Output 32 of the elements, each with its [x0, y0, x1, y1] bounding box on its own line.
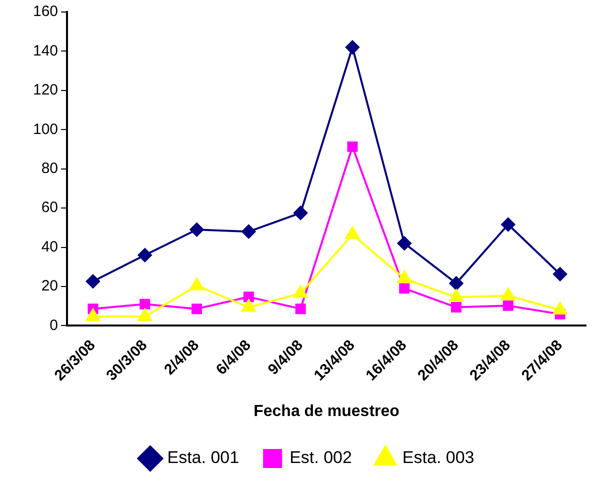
- y-tick-label: 140: [32, 42, 58, 60]
- y-tick-label: 80: [41, 160, 58, 177]
- point: [243, 292, 254, 302]
- point: [345, 40, 360, 54]
- y-tick-label: 120: [32, 82, 58, 99]
- x-axis-title: Fecha de muestreo: [254, 402, 400, 420]
- y-tick-label: 60: [41, 199, 58, 216]
- point: [347, 141, 358, 152]
- point: [397, 236, 412, 250]
- y-tick-label: 100: [32, 120, 58, 138]
- point: [192, 304, 202, 314]
- y-tick-label: 20: [41, 278, 58, 295]
- point: [140, 298, 150, 310]
- point: [501, 218, 516, 232]
- y-tick-label: 40: [41, 238, 58, 256]
- point: [242, 224, 256, 239]
- point: [451, 302, 462, 312]
- point: [190, 222, 204, 237]
- y-tick-label: 0: [50, 316, 58, 334]
- point: [294, 206, 308, 220]
- point: [138, 248, 152, 262]
- legend-label: Est. 002: [290, 448, 352, 468]
- y-tick-label: 160: [32, 3, 58, 20]
- legend-label: Esta. 001: [167, 448, 240, 468]
- point: [502, 300, 514, 311]
- point: [449, 276, 464, 290]
- point: [86, 274, 100, 288]
- point: [553, 267, 568, 282]
- point: [399, 283, 410, 294]
- legend-label: Esta. 003: [402, 448, 474, 468]
- point: [345, 226, 360, 240]
- point: [295, 304, 306, 314]
